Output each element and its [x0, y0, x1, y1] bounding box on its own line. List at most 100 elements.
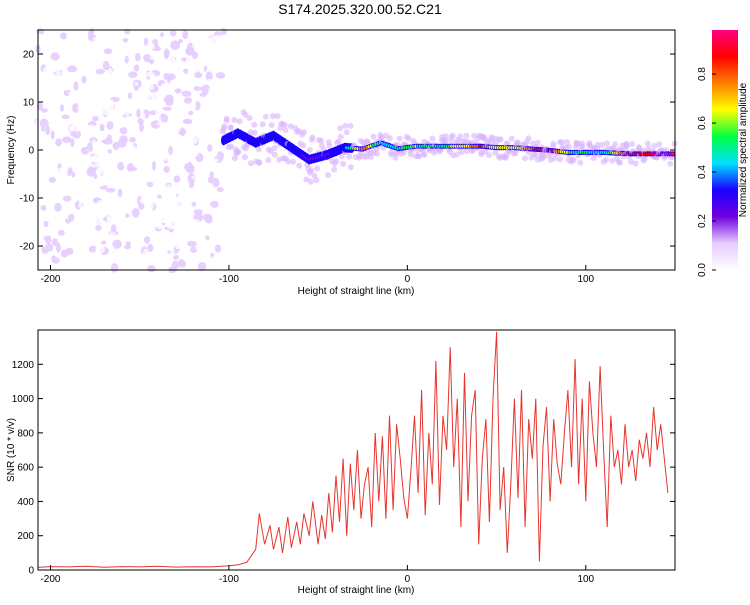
spectrogram-cell — [161, 131, 166, 139]
spectrogram-cell — [57, 229, 65, 236]
spectrogram-halo — [255, 146, 262, 153]
spectrogram-cell — [144, 236, 151, 244]
spectrogram-halo — [514, 139, 521, 146]
spectrogram-halo — [492, 149, 499, 156]
spectrogram-cell — [163, 172, 173, 182]
spectrogram-cell — [118, 29, 125, 39]
spectrogram-halo — [301, 129, 307, 136]
spectrogram-cell — [149, 213, 155, 219]
y-tick-label: 1000 — [12, 394, 35, 405]
spectrogram-cell — [68, 213, 75, 222]
spectrogram-cell — [174, 88, 182, 94]
spectrogram-cell — [156, 121, 166, 126]
spectrogram-cell — [208, 86, 214, 96]
spectrogram-cell — [87, 47, 92, 53]
spectrogram-cell — [96, 200, 105, 208]
colorbar-ticks: 0.0 0.2 0.4 0.6 0.8 — [697, 67, 716, 277]
spectrogram-cell — [96, 177, 106, 187]
spectrogram-cell — [199, 257, 206, 262]
spectrogram-cell — [117, 226, 125, 234]
y-tick-label: 1200 — [12, 360, 35, 371]
spectrogram-cell — [193, 28, 203, 35]
spectrogram-cell — [75, 248, 80, 256]
spectrogram-cell — [144, 139, 152, 144]
spectrogram-cell — [181, 90, 192, 97]
spectrogram-cell — [126, 163, 134, 172]
spectrogram-cell — [208, 96, 218, 105]
spectrogram-cell — [128, 71, 138, 79]
spectrogram-halo — [246, 115, 253, 121]
spectrogram-halo — [314, 165, 321, 172]
spectrogram-cell — [150, 74, 156, 85]
snr-y-ticks: 0 200 400 600 800 1000 1200 — [12, 360, 675, 577]
spectrogram-cell — [107, 68, 114, 78]
colorbar-label: Normalized spectral amplitude — [738, 82, 749, 217]
colorbar-gradient — [712, 30, 738, 270]
spectrogram-cell — [188, 110, 194, 116]
spectrogram-cell — [60, 32, 67, 40]
spectrogram-cell — [42, 66, 51, 75]
spectrogram-cell — [133, 64, 140, 72]
spectrogram-halo — [570, 157, 577, 164]
spectrogram-cell — [137, 95, 146, 102]
spectrogram-cell — [216, 43, 224, 48]
spectrogram-halo — [347, 164, 354, 171]
spectrogram-cell — [40, 209, 50, 219]
spectrogram-halo — [578, 140, 585, 147]
spectrogram-cell — [158, 157, 165, 164]
spectrogram-cell — [61, 239, 66, 245]
spectrogram-heat-layer — [33, 27, 678, 275]
spectrogram-cell — [160, 205, 169, 213]
spectrogram-cell — [54, 92, 62, 100]
x-tick-label: 100 — [577, 274, 594, 285]
spectrogram-cell — [127, 92, 133, 100]
spectrogram-halo — [343, 129, 350, 136]
spectrogram-cell — [117, 138, 127, 148]
spectrogram-halo — [623, 142, 630, 149]
spectrogram-cell — [172, 158, 178, 167]
spectrogram-cell — [195, 187, 205, 197]
spectrogram-halo — [504, 140, 511, 147]
spectrogram-cell — [118, 88, 128, 96]
spectrogram-cell — [211, 56, 221, 62]
spectrogram-halo — [636, 145, 643, 152]
spectrogram-halo — [231, 116, 238, 123]
spectrogram-cell — [220, 27, 227, 36]
spectrogram-cell — [110, 263, 119, 273]
spectrogram-cell — [43, 85, 53, 93]
spectrogram-cell — [207, 176, 215, 184]
spectrogram-cell — [87, 105, 92, 111]
spectrogram-cell — [160, 83, 169, 91]
spectrogram-cell — [80, 118, 90, 127]
spectrogram-halo — [407, 151, 414, 158]
spectrogram-cell — [117, 153, 127, 159]
spectrogram-cell — [191, 41, 201, 50]
spectrogram-halo — [577, 159, 584, 166]
spectrogram-cell — [106, 154, 113, 159]
spectrogram-cell — [68, 124, 75, 132]
spectrogram-cell — [164, 94, 174, 104]
spectrogram-cell — [104, 233, 111, 240]
spectrogram-cell — [43, 220, 49, 228]
spectrogram-cell — [207, 144, 213, 152]
spectrogram-cell — [171, 62, 178, 70]
spectrogram-halo — [235, 149, 242, 155]
spectrogram-cell — [87, 258, 93, 264]
spectrogram-cell — [199, 171, 207, 181]
spectrogram-halo — [285, 158, 292, 165]
spectrogram-cell — [112, 239, 122, 249]
spectrogram-cell — [198, 63, 205, 74]
spectrogram-halo — [594, 141, 601, 148]
spectrogram-cell — [173, 99, 182, 109]
spectrogram-cell — [125, 46, 135, 52]
spectrogram-halo — [370, 133, 377, 140]
spectrogram-cell — [124, 107, 131, 117]
spectrogram-halo — [604, 140, 610, 147]
spectrogram-cell — [86, 124, 96, 131]
spectrogram-halo — [326, 143, 333, 149]
spectrogram-cell — [190, 257, 201, 265]
spectrogram-halo — [558, 139, 565, 146]
spectrogram-cell — [92, 127, 100, 137]
spectrogram-cell — [209, 130, 215, 136]
spectrogram-cell — [126, 208, 132, 213]
